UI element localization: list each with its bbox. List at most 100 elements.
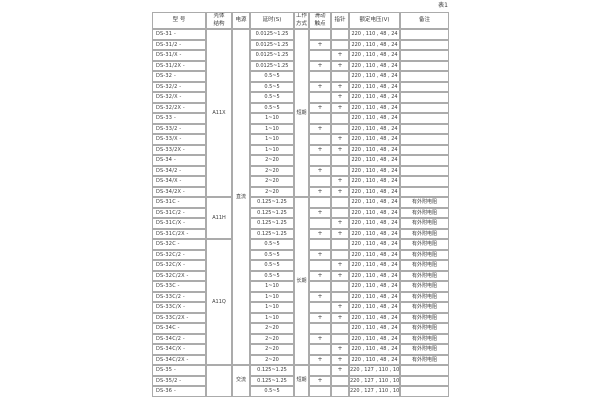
spec-table: 型 号壳体 结构 电源 延时(S) 工作 方式 滑动 触点 指针 额定电压(V) 备注 DS-3… bbox=[152, 12, 449, 397]
cell-sliding_contact bbox=[309, 218, 331, 229]
table-row: DS-31/2X - 0.0125~1.25 + +220 , 110 , 48 , … bbox=[152, 60, 449, 71]
cell-voltage: 220 , 127 , 110 , 100 bbox=[349, 386, 400, 397]
column-header-remark: 备注 bbox=[400, 12, 449, 29]
column-header-work_mode: 工作 方式 bbox=[294, 12, 309, 29]
cell-model: DS-31/2X - bbox=[152, 60, 206, 71]
cell-model: DS-32/X - bbox=[152, 92, 206, 103]
cell-remark: 有外附电阻 bbox=[400, 218, 449, 229]
cell-model: DS-33C/X - bbox=[152, 302, 206, 313]
cell-voltage: 220 , 110 , 48 , 24 bbox=[349, 81, 400, 92]
cell-remark: 有外附电阻 bbox=[400, 323, 449, 334]
cell-delay: 0.5~5 bbox=[250, 71, 294, 82]
table-row: DS-35/2 - 0.125~1.25 +220 , 127 , 110 , 10… bbox=[152, 375, 449, 386]
cell-pointer: + bbox=[331, 50, 349, 61]
cell-sliding_contact: + bbox=[309, 312, 331, 323]
cell-sliding_contact bbox=[309, 323, 331, 334]
cell-model: DS-32C/X - bbox=[152, 260, 206, 271]
cell-delay: 1~10 bbox=[250, 123, 294, 134]
cell-remark bbox=[400, 134, 449, 145]
cell-remark: 有外附电阻 bbox=[400, 197, 449, 208]
table-row: DS-34 - 2~20 220 , 110 , 48 , 24 bbox=[152, 155, 449, 166]
cell-voltage: 220 , 110 , 48 , 24 bbox=[349, 50, 400, 61]
cell-model: DS-32/2 - bbox=[152, 81, 206, 92]
cell-delay: 0.5~5 bbox=[250, 260, 294, 271]
cell-sliding_contact: + bbox=[309, 60, 331, 71]
cell-voltage: 220 , 127 , 110 , 100 bbox=[349, 365, 400, 376]
table-row: DS-31 - A11X 直流 0.0125~1.25 短期 220 , 110 , 48… bbox=[152, 29, 449, 365]
cell-voltage: 220 , 110 , 48 , 24 bbox=[349, 291, 400, 302]
cell-voltage: 220 , 110 , 48 , 24 bbox=[349, 186, 400, 197]
table-row: DS-31/X - 0.0125~1.25 +220 , 110 , 48 , 24 bbox=[152, 50, 449, 61]
table-row: DS-32/2 - 0.5~5 + +220 , 110 , 48 , 24 bbox=[152, 81, 449, 92]
cell-pointer bbox=[331, 333, 349, 344]
cell-voltage: 220 , 110 , 48 , 24 bbox=[349, 270, 400, 281]
cell-voltage: 220 , 127 , 110 , 100 bbox=[349, 375, 400, 386]
cell-sliding_contact bbox=[309, 134, 331, 145]
cell-model: DS-33C - bbox=[152, 281, 206, 292]
cell-pointer bbox=[331, 386, 349, 397]
cell-voltage: 220 , 110 , 48 , 24 bbox=[349, 218, 400, 229]
cell-voltage: 220 , 110 , 48 , 24 bbox=[349, 344, 400, 355]
cell-voltage: 220 , 110 , 48 , 24 bbox=[349, 281, 400, 292]
cell-sliding_contact: + bbox=[309, 249, 331, 260]
cell-pointer bbox=[331, 281, 349, 292]
cell-model: DS-34 - bbox=[152, 155, 206, 166]
header-row: 型 号壳体 结构 电源 延时(S) 工作 方式 滑动 触点 指针 额定电压(V) 备注 bbox=[152, 12, 449, 29]
cell-sliding_contact: + bbox=[309, 354, 331, 365]
table-row: DS-34C/2X - 2~20 + +220 , 110 , 48 , 24 有外附电… bbox=[152, 354, 449, 365]
table-row: DS-33 - 1~10 220 , 110 , 48 , 24 bbox=[152, 113, 449, 124]
cell-delay: 1~10 bbox=[250, 302, 294, 313]
column-header-delay: 延时(S) bbox=[250, 12, 294, 29]
cell-model: DS-32C/2X - bbox=[152, 270, 206, 281]
cell-voltage: 220 , 110 , 48 , 24 bbox=[349, 260, 400, 271]
cell-voltage: 220 , 110 , 48 , 24 bbox=[349, 113, 400, 124]
table-row: DS-34/2X - 2~20 + +220 , 110 , 48 , 24 bbox=[152, 186, 449, 197]
cell-sliding_contact bbox=[309, 197, 331, 208]
cell-delay: 2~20 bbox=[250, 354, 294, 365]
cell-model: DS-32C - bbox=[152, 239, 206, 250]
cell-remark: 有外附电阻 bbox=[400, 333, 449, 344]
cell-sliding_contact bbox=[309, 92, 331, 103]
cell-sliding_contact: + bbox=[309, 102, 331, 113]
column-header-structure: 壳体 结构 bbox=[206, 12, 232, 29]
cell-structure: A11Q bbox=[206, 239, 232, 365]
cell-sliding_contact bbox=[309, 176, 331, 187]
table-row: DS-32C - A11Q 0.5~5 220 , 110 , 48 , 24 有外附电… bbox=[152, 239, 449, 365]
cell-delay: 0.125~1.25 bbox=[250, 228, 294, 239]
cell-sliding_contact bbox=[309, 50, 331, 61]
table-row: DS-33C - 1~10 220 , 110 , 48 , 24 有外附电阻 bbox=[152, 281, 449, 292]
cell-delay: 0.5~5 bbox=[250, 239, 294, 250]
cell-model: DS-31/2 - bbox=[152, 39, 206, 50]
cell-model: DS-33 - bbox=[152, 113, 206, 124]
cell-pointer bbox=[331, 123, 349, 134]
cell-voltage: 220 , 110 , 48 , 24 bbox=[349, 207, 400, 218]
cell-sliding_contact bbox=[309, 113, 331, 124]
cell-delay: 2~20 bbox=[250, 333, 294, 344]
cell-delay: 1~10 bbox=[250, 144, 294, 155]
cell-voltage: 220 , 110 , 48 , 24 bbox=[349, 71, 400, 82]
table-row: DS-33/2X - 1~10 + +220 , 110 , 48 , 24 bbox=[152, 144, 449, 155]
cell-remark bbox=[400, 50, 449, 61]
cell-model: DS-36 - bbox=[152, 386, 206, 397]
cell-model: DS-33/2 - bbox=[152, 123, 206, 134]
cell-delay: 0.125~1.25 bbox=[250, 365, 294, 376]
table-row: DS-32 - 0.5~5 220 , 110 , 48 , 24 bbox=[152, 71, 449, 82]
cell-voltage: 220 , 110 , 48 , 24 bbox=[349, 228, 400, 239]
cell-work_mode: 长期 bbox=[294, 197, 309, 365]
cell-model: DS-34C/2 - bbox=[152, 333, 206, 344]
cell-model: DS-33/X - bbox=[152, 134, 206, 145]
cell-remark: 有外附电阻 bbox=[400, 249, 449, 260]
cell-delay: 1~10 bbox=[250, 291, 294, 302]
cell-model: DS-32C/2 - bbox=[152, 249, 206, 260]
cell-remark bbox=[400, 60, 449, 71]
table-row: DS-32C/2 - 0.5~5 +220 , 110 , 48 , 24 有外附电阻 bbox=[152, 249, 449, 260]
cell-model: DS-33/2X - bbox=[152, 144, 206, 155]
cell-model: DS-34/2 - bbox=[152, 165, 206, 176]
column-header-voltage: 额定电压(V) bbox=[349, 12, 400, 29]
cell-remark bbox=[400, 186, 449, 197]
cell-remark: 有外附电阻 bbox=[400, 207, 449, 218]
cell-remark bbox=[400, 155, 449, 166]
cell-pointer: + bbox=[331, 302, 349, 313]
cell-delay: 0.5~5 bbox=[250, 92, 294, 103]
